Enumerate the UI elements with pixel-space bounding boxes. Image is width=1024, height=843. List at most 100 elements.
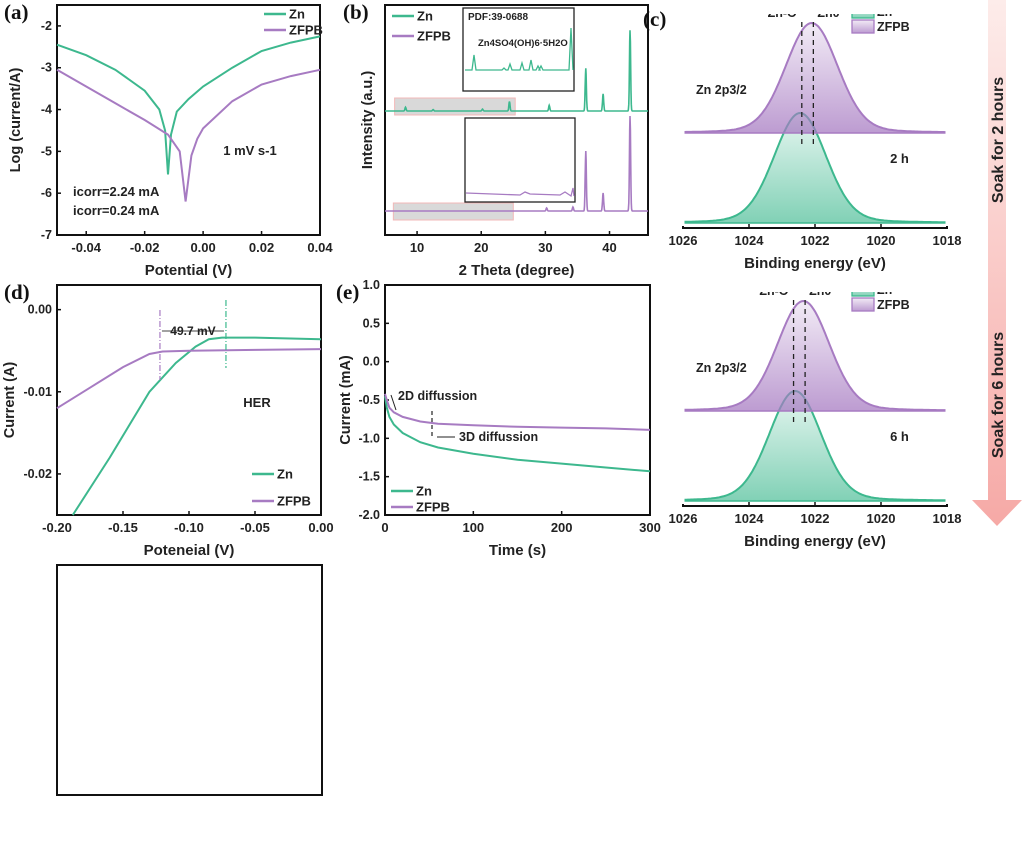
y-tick-label: -1.0: [358, 431, 380, 445]
xrd-pattern-zn: [385, 30, 648, 112]
x-axis-title: Time (s): [489, 542, 546, 559]
x-tick-label: 0: [381, 520, 388, 535]
x-tick-label: 30: [538, 240, 552, 255]
x-tick-label: 1018: [933, 511, 962, 526]
chart-transfer-number: [56, 564, 323, 796]
plot-frame: [56, 4, 321, 236]
chart-xps-2h: 1026 1024 1022 1020 1018 Binding energy (eV) (…: [643, 4, 961, 272]
soak-2h-label: Soak for 2 hours: [990, 77, 1007, 203]
icorr-zfpb: icorr=0.24 mA: [73, 203, 160, 218]
y-axis-title: Log (current/A): [8, 67, 24, 172]
x-axis-title: Binding energy (eV): [744, 255, 886, 272]
legend-swatch: [851, 297, 875, 312]
plot-frame: [384, 4, 649, 236]
orbital-label: Zn 2p3/2: [696, 83, 747, 97]
chart-xps-6h: 1026 1024 1022 1020 1018 Binding energy (eV) Z…: [669, 282, 962, 550]
legend-label: ZFPB: [277, 494, 311, 509]
y-tick-label: -5: [41, 144, 52, 158]
x-tick-label: -0.04: [71, 240, 101, 255]
panel-label: (d): [4, 280, 30, 304]
delta-potential-label: 49.7 mV: [170, 324, 215, 338]
y-axis-title: Current (mA): [338, 355, 354, 445]
x-tick-label: 0.02: [249, 240, 274, 255]
x-tick-label: 300: [639, 520, 661, 535]
xps-area-zn: [683, 113, 947, 223]
legend-label: ZFPB: [417, 29, 451, 44]
x-tick-label: 40: [602, 240, 616, 255]
series-line-zn: [384, 396, 651, 473]
xps-peak-zn: [683, 389, 947, 502]
x-tick-label: 1018: [933, 233, 962, 248]
axis-mask: [680, 282, 950, 292]
y-tick-label: -0.02: [24, 467, 53, 481]
2d-diffusion-label: 2D diffussion: [398, 389, 477, 403]
x-tick-label: -0.20: [42, 520, 72, 535]
x-tick-label: 1026: [669, 511, 698, 526]
legend-label: ZFPB: [877, 20, 910, 34]
y-tick-label: 0.5: [363, 316, 380, 330]
y-tick-label: -2: [41, 19, 52, 33]
x-tick-label: 200: [551, 520, 573, 535]
xrd-pattern-zfpb: [385, 115, 648, 212]
time-label: 2 h: [890, 151, 909, 166]
y-tick-label: -0.01: [24, 385, 53, 399]
y-tick-label: -3: [41, 61, 52, 75]
inset-box-zfpb: [464, 117, 576, 203]
inset-compound-label: Zn4SO4(OH)6·5H2O: [478, 38, 568, 49]
x-axis-title: Binding energy (eV): [744, 533, 886, 550]
y-tick-label: -1.5: [358, 470, 380, 484]
x-tick-label: -0.02: [130, 240, 160, 255]
inset-pattern-zn: [465, 27, 574, 71]
legend-label: ZFPB: [877, 298, 910, 312]
legend-label: Zn: [289, 7, 305, 22]
x-tick-label: 1020: [867, 233, 896, 248]
series-line-zfpb: [56, 68, 321, 202]
x-tick-label: 100: [462, 520, 484, 535]
x-tick-label: 1024: [735, 511, 765, 526]
y-tick-label: -7: [41, 228, 52, 242]
legend-label: Zn: [417, 9, 433, 24]
y-tick-label: -2.0: [358, 508, 380, 522]
arrow: [390, 394, 397, 411]
xps-peak-zfpb: [682, 299, 948, 412]
panel-label: (a): [4, 0, 29, 24]
soak-6h-label: Soak for 6 hours: [990, 332, 1007, 458]
x-tick-label: 0.00: [190, 240, 215, 255]
x-tick-label: 0.04: [307, 240, 333, 255]
3d-diffusion-label: 3D diffussion: [459, 430, 538, 444]
series-line-zn: [56, 35, 321, 175]
x-tick-label: 10: [410, 240, 424, 255]
x-tick-label: 20: [474, 240, 488, 255]
x-axis-title: Poteneial (V): [144, 542, 235, 559]
x-tick-label: -0.10: [174, 520, 204, 535]
panel-label: (c): [643, 7, 666, 31]
legend-label: ZFPB: [416, 500, 450, 515]
y-tick-label: -0.5: [358, 393, 380, 407]
down-arrow-icon: [972, 0, 1022, 526]
series-line-zfpb: [384, 393, 651, 431]
y-axis-title: Intensity (a.u.): [360, 71, 376, 169]
series-line-zn: [71, 336, 322, 516]
chart-her: -0.20 -0.15 -0.10 -0.05 0.00 0.00 -0.01 -0.02 Po…: [2, 280, 334, 559]
x-tick-label: -0.15: [108, 520, 138, 535]
orbital-label: Zn 2p3/2: [696, 361, 747, 375]
inset-pattern-zfpb: [465, 187, 575, 198]
x-tick-label: 1022: [801, 511, 830, 526]
her-label: HER: [243, 395, 271, 410]
xps-area-zn: [683, 391, 947, 501]
x-axis-title: Potential (V): [145, 262, 233, 279]
x-tick-label: 1024: [735, 233, 765, 248]
chart-ca: 0 100 200 300 1.0 0.5 0.0 -0.5 -1.0 -1.5 -2.0 Time …: [336, 278, 661, 559]
time-label: 6 h: [890, 429, 909, 444]
inset-box-zn: [462, 7, 575, 92]
legend-label: Zn: [277, 467, 293, 482]
xps-peak-zfpb: [683, 21, 947, 134]
y-tick-label: -6: [41, 186, 52, 200]
axis-mask: [680, 4, 950, 14]
xps-area-zfpb: [683, 301, 947, 411]
y-axis-title: Current (A): [2, 362, 18, 439]
inset-pdf-label: PDF:39-0688: [468, 12, 528, 23]
panel-label: (e): [336, 280, 359, 304]
x-tick-label: -0.05: [240, 520, 270, 535]
